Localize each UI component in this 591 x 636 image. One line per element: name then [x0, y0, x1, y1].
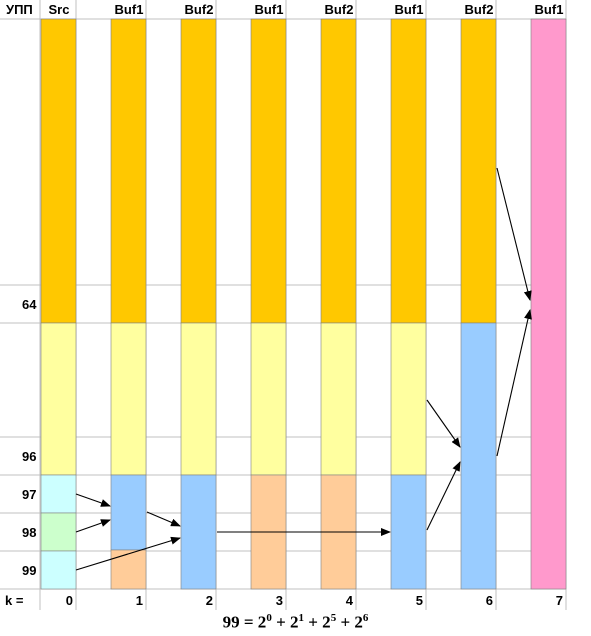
bar-segment-col2-orange — [180, 18, 217, 324]
header-col-0: Src — [49, 2, 70, 17]
bar-segment-col5-blue — [390, 474, 427, 590]
binary-decomposition-formula: 99 = 20 + 21 + 25 + 26 — [222, 612, 369, 632]
header-col-1: Buf1 — [115, 2, 144, 17]
k-value-2: 2 — [206, 593, 213, 608]
bar-segment-col6-blue — [460, 322, 497, 590]
bar-segment-col2-blue — [180, 474, 217, 590]
arrow-src99-to-buf2 — [75, 536, 181, 571]
header-col-4: Buf2 — [325, 2, 354, 17]
row-label-98: 98 — [22, 525, 36, 540]
bar-segment-col7-pink — [530, 18, 567, 590]
row-labels: 64 96 97 98 99 — [22, 297, 37, 578]
bar-segment-col4-pale_yellow — [320, 322, 357, 476]
header-col-3: Buf1 — [255, 2, 284, 17]
arrow-src97-to-buf1 — [75, 493, 111, 507]
k-value-1: 1 — [136, 593, 143, 608]
row-label-99: 99 — [22, 563, 36, 578]
k-value-5: 5 — [416, 593, 423, 608]
k-row: k = 0 1 2 3 4 5 6 7 — [5, 593, 563, 608]
arrow-k6-orange-to-buf1-k7 — [496, 167, 532, 301]
bar-segment-col3-orange — [250, 18, 287, 324]
bar-segment-col0-pale_yellow — [40, 322, 77, 476]
bar-segment-col5-orange — [390, 18, 427, 324]
arrow-buf1-to-buf2 — [146, 511, 181, 527]
arrow-k6-blue-to-buf1-k7 — [496, 309, 532, 457]
bar-segment-col1-blue — [110, 474, 147, 551]
k-value-6: 6 — [486, 593, 493, 608]
bar-segment-col0-cyan — [40, 474, 77, 514]
arrow-src98-to-buf1 — [75, 519, 111, 533]
arrow-k5-yellow-to-buf2-k6 — [426, 399, 461, 448]
bar-segment-col0-orange — [40, 18, 77, 324]
k-value-4: 4 — [346, 593, 354, 608]
bar-segment-col1-orange — [110, 18, 147, 324]
k-value-3: 3 — [276, 593, 283, 608]
row-label-97: 97 — [22, 487, 36, 502]
header-col-6: Buf2 — [465, 2, 494, 17]
row-label-64: 64 — [22, 297, 37, 312]
header-col-2: Buf2 — [185, 2, 214, 17]
header-col-5: Buf1 — [395, 2, 424, 17]
bar-segment-col6-orange — [460, 18, 497, 324]
bar-segment-col0-green — [40, 512, 77, 552]
k-value-0: 0 — [66, 593, 73, 608]
k-row-label: k = — [5, 593, 24, 608]
bar-segment-col0-cyan — [40, 550, 77, 590]
column-bars — [40, 18, 567, 590]
arrows — [75, 167, 532, 571]
header-row: УПП Src Buf1 Buf2 Buf1 Buf2 Buf1 Buf2 Bu… — [6, 2, 563, 17]
bar-segment-col1-peach — [110, 549, 147, 590]
row-label-96: 96 — [22, 449, 36, 464]
header-col-7: Buf1 — [535, 2, 564, 17]
arrow-k5-blue-to-buf2-k6 — [426, 461, 461, 531]
bar-segment-col4-orange — [320, 18, 357, 324]
header-row-label: УПП — [6, 2, 33, 17]
k-value-7: 7 — [556, 593, 563, 608]
bar-segment-col2-pale_yellow — [180, 322, 217, 476]
bar-segment-col3-pale_yellow — [250, 322, 287, 476]
bar-segment-col1-pale_yellow — [110, 322, 147, 476]
bar-segment-col5-pale_yellow — [390, 322, 427, 476]
